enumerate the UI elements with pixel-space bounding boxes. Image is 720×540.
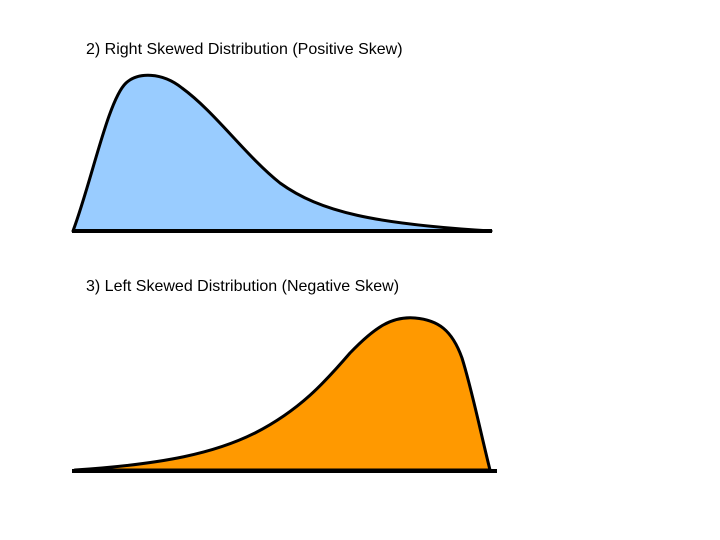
right-skew-caption: 2) Right Skewed Distribution (Positive S… [86,41,403,58]
right-skew-curve [71,73,493,233]
left-skew-caption: 3) Left Skewed Distribution (Negative Sk… [86,278,400,295]
left-skew-figure [72,316,497,473]
left-skew-curve [73,316,492,472]
right-skew-figure [71,73,493,233]
